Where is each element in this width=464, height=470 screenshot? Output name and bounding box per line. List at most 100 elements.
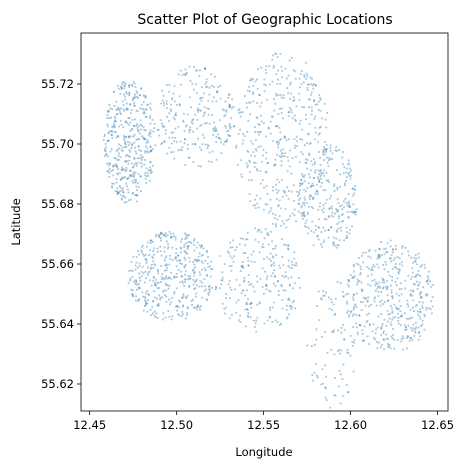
data-point: [410, 256, 413, 259]
data-point: [353, 339, 356, 341]
data-point: [177, 73, 180, 76]
data-point: [346, 204, 349, 207]
data-point: [136, 123, 139, 126]
data-point: [224, 125, 227, 127]
data-point: [178, 314, 181, 317]
data-point: [275, 254, 277, 256]
data-point: [337, 227, 340, 230]
data-point: [165, 255, 168, 258]
data-point: [353, 192, 356, 195]
data-point: [307, 173, 310, 176]
data-point: [148, 180, 151, 182]
data-point: [323, 159, 325, 161]
data-point: [382, 264, 384, 266]
data-point: [334, 212, 336, 215]
data-point: [392, 334, 394, 336]
y-tick-label: 55.72: [41, 77, 74, 91]
data-point: [265, 283, 267, 286]
data-point: [412, 290, 415, 293]
data-point: [335, 210, 338, 213]
data-point: [331, 207, 333, 210]
data-point: [116, 172, 119, 175]
data-point: [131, 270, 134, 272]
data-point: [431, 296, 434, 299]
data-point: [307, 232, 310, 235]
data-point: [419, 310, 421, 313]
data-point: [156, 282, 159, 284]
data-point: [352, 298, 355, 301]
data-point: [274, 284, 277, 287]
data-point: [385, 251, 388, 253]
data-point: [282, 189, 285, 192]
data-point: [359, 273, 361, 276]
data-point: [312, 177, 315, 180]
data-point: [275, 183, 277, 186]
data-point: [364, 298, 367, 300]
data-point: [326, 156, 328, 159]
data-point: [119, 178, 122, 181]
data-point: [311, 220, 314, 223]
data-point: [328, 229, 330, 232]
data-point: [176, 260, 179, 262]
data-point: [257, 206, 260, 209]
data-point: [139, 119, 142, 122]
data-point: [417, 326, 420, 329]
data-point: [264, 228, 267, 230]
data-point: [116, 113, 119, 115]
data-point: [170, 236, 172, 238]
data-point: [269, 132, 272, 135]
data-point: [404, 246, 407, 249]
data-point: [392, 248, 394, 251]
data-point: [389, 347, 392, 350]
data-point: [139, 123, 142, 126]
data-point: [106, 155, 109, 158]
data-point: [220, 279, 223, 282]
data-point: [334, 149, 337, 152]
data-point: [271, 80, 274, 83]
data-point: [281, 69, 284, 72]
data-point: [230, 313, 233, 316]
data-point: [163, 125, 166, 128]
data-point: [206, 107, 209, 110]
data-point: [258, 251, 261, 254]
data-point: [343, 200, 345, 203]
data-point: [180, 270, 182, 273]
data-point: [378, 285, 381, 288]
data-point: [129, 170, 131, 172]
data-point: [372, 264, 375, 266]
data-point: [305, 113, 307, 116]
data-point: [346, 236, 349, 239]
data-point: [253, 161, 255, 164]
data-point: [201, 281, 204, 284]
data-point: [240, 237, 242, 240]
data-point: [303, 144, 306, 147]
data-point: [145, 141, 148, 144]
data-point: [294, 70, 297, 73]
data-point: [310, 91, 313, 94]
data-point: [178, 299, 180, 302]
data-point: [163, 101, 165, 104]
data-point: [135, 90, 138, 92]
data-point: [233, 255, 236, 257]
data-point: [413, 283, 415, 285]
data-point: [253, 261, 256, 263]
data-point: [196, 260, 199, 263]
data-point: [215, 100, 218, 103]
data-point: [137, 186, 140, 188]
data-point: [252, 85, 255, 87]
data-point: [106, 114, 109, 116]
data-point: [192, 283, 195, 286]
data-point: [244, 294, 247, 297]
data-point: [125, 169, 128, 171]
data-point: [128, 91, 131, 94]
data-point: [149, 161, 152, 164]
data-point: [122, 187, 124, 190]
data-point: [320, 297, 322, 300]
data-point: [317, 235, 319, 237]
data-point: [375, 328, 377, 331]
data-point: [187, 233, 190, 236]
data-point: [307, 227, 310, 229]
data-point: [138, 125, 140, 128]
data-point: [256, 230, 259, 233]
data-point: [299, 182, 301, 185]
